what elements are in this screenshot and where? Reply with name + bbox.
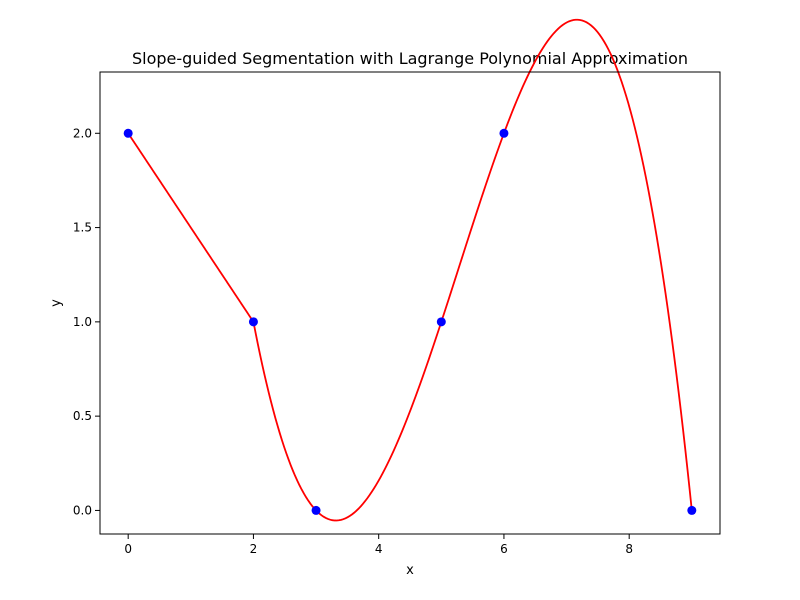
y-axis: 0.0 0.5 1.0 1.5 2.0 — [73, 126, 100, 517]
data-point — [248, 317, 258, 327]
y-tick-label: 0.0 — [73, 503, 92, 517]
axes-frame — [99, 71, 721, 535]
data-point — [687, 505, 697, 515]
y-tick-label: 1.0 — [73, 315, 92, 329]
data-point — [436, 317, 446, 327]
x-tick-label: 6 — [500, 542, 508, 556]
data-point — [311, 505, 321, 515]
x-tick-label: 4 — [375, 542, 383, 556]
plot-area — [123, 18, 697, 522]
x-tick-label: 8 — [625, 542, 633, 556]
curve-segment-1 — [127, 132, 255, 323]
y-tick-label: 0.5 — [73, 409, 92, 423]
y-tick-label: 1.5 — [73, 221, 92, 235]
y-axis-label: y — [49, 299, 64, 307]
data-point — [499, 128, 509, 138]
x-axis-label: x — [406, 563, 414, 578]
data-point — [123, 128, 133, 138]
x-tick-label: 0 — [124, 542, 132, 556]
y-tick-label: 2.0 — [73, 126, 92, 140]
x-axis: 0 2 4 6 8 — [124, 534, 633, 556]
curve-segment-2 — [252, 18, 693, 522]
chart-title: Slope-guided Segmentation with Lagrange … — [132, 49, 688, 68]
x-tick-label: 2 — [250, 542, 258, 556]
